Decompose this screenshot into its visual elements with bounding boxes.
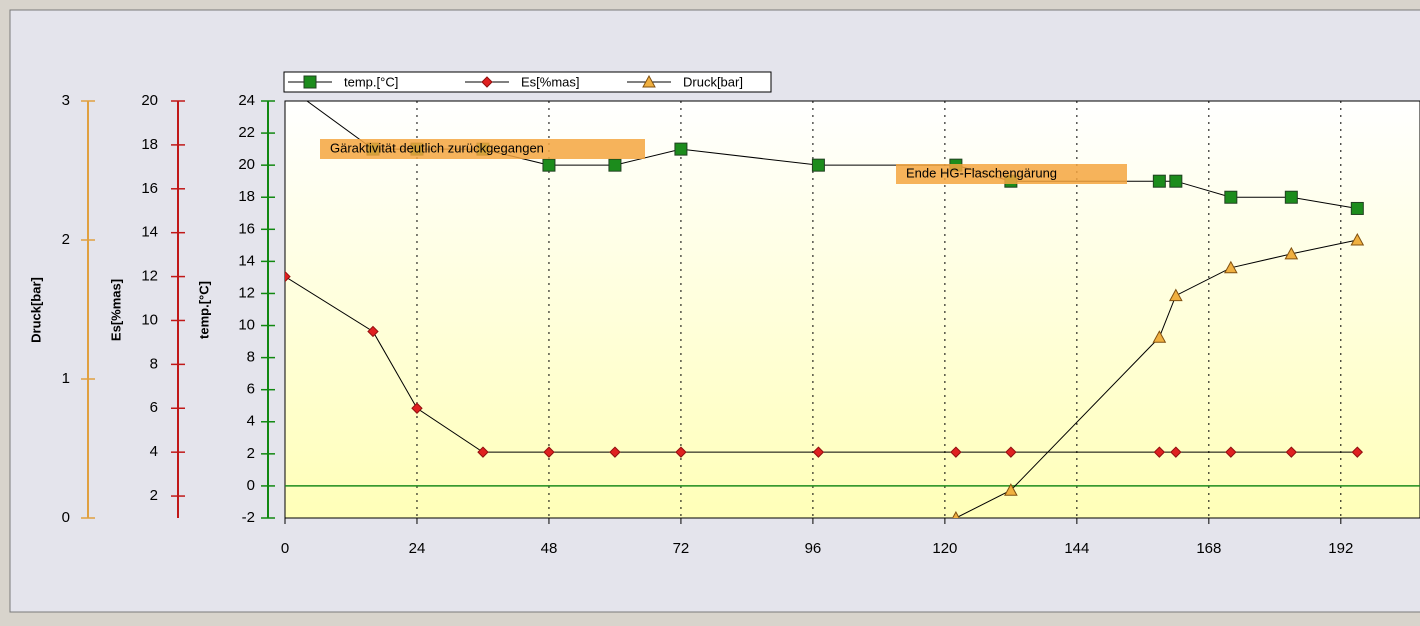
marker — [1169, 174, 1183, 188]
y-tick-label: 20 — [238, 156, 255, 173]
y-axis-title: temp.[°C] — [196, 281, 211, 339]
legend-label: Es[%mas] — [521, 74, 580, 89]
x-tick-label: 72 — [673, 540, 690, 557]
marker — [950, 446, 962, 458]
y-tick-label: 1 — [62, 370, 70, 387]
y-tick-label: 8 — [150, 355, 158, 372]
marker — [1225, 446, 1237, 458]
x-tick-label: 192 — [1328, 540, 1353, 557]
marker — [1169, 288, 1183, 302]
marker — [811, 158, 825, 172]
y-tick-label: 16 — [141, 180, 158, 197]
annotation-box — [896, 164, 1127, 184]
legend-marker — [481, 76, 493, 88]
y-tick-label: 4 — [247, 413, 255, 430]
marker — [1224, 190, 1238, 204]
legend-marker — [642, 74, 656, 88]
marker — [608, 158, 622, 172]
annotation: Ende HG-Flaschengärung — [906, 165, 1057, 180]
marker — [609, 446, 621, 458]
y-tick-label: 14 — [141, 224, 158, 241]
marker — [477, 446, 489, 458]
marker — [411, 402, 423, 414]
legend-label: temp.[°C] — [344, 74, 398, 89]
x-tick-label: 48 — [541, 540, 558, 557]
y-tick-label: 3 — [62, 92, 70, 109]
annotation: Gäraktivität deutlich zurückgegangen — [330, 140, 544, 155]
marker — [812, 446, 825, 458]
plot-area — [284, 100, 1420, 519]
y-tick-label: 0 — [62, 509, 70, 526]
y-tick-label: 16 — [238, 220, 255, 237]
y-tick-label: 10 — [141, 311, 158, 328]
marker — [1152, 330, 1167, 343]
legend-marker — [303, 75, 317, 89]
marker — [1153, 446, 1166, 458]
marker — [1004, 483, 1018, 496]
y-tick-label: 18 — [141, 136, 158, 153]
marker — [952, 510, 960, 518]
y-tick-label: -2 — [242, 509, 255, 526]
marker — [1285, 446, 1298, 458]
x-tick-label: 120 — [932, 540, 957, 557]
y-tick-label: 12 — [141, 268, 158, 285]
y-tick-label: 6 — [150, 399, 158, 416]
y-tick-label: 8 — [247, 349, 255, 366]
marker — [1350, 232, 1365, 246]
x-tick-label: 168 — [1196, 540, 1221, 557]
y-tick-label: 0 — [247, 477, 255, 494]
marker — [1284, 246, 1299, 260]
y-tick-label: 22 — [238, 124, 255, 141]
annotation-box — [320, 139, 645, 159]
x-tick-label: 0 — [281, 540, 289, 557]
y-tick-label: 12 — [238, 284, 255, 301]
y-axis-title: Druck[bar] — [28, 277, 43, 343]
marker — [1152, 174, 1166, 188]
y-tick-label: 24 — [238, 92, 255, 109]
marker — [543, 446, 555, 458]
y-tick-label: 14 — [238, 252, 255, 269]
marker — [367, 325, 379, 338]
marker — [1005, 446, 1017, 458]
y-tick-label: 20 — [141, 92, 158, 109]
marker — [1284, 190, 1298, 204]
marker — [675, 446, 687, 458]
marker — [674, 142, 688, 156]
y-tick-label: 18 — [238, 188, 255, 205]
y-tick-label: 2 — [150, 487, 158, 504]
marker — [285, 270, 291, 283]
marker — [542, 158, 556, 172]
y-tick-label: 4 — [150, 443, 158, 460]
legend-label: Druck[bar] — [683, 74, 743, 89]
x-tick-label: 24 — [409, 540, 426, 557]
y-tick-label: 2 — [62, 231, 70, 248]
marker — [1170, 446, 1182, 458]
marker — [1223, 260, 1238, 274]
y-tick-label: 2 — [247, 445, 255, 462]
marker — [1350, 201, 1364, 215]
y-axis-title: Es[%mas] — [108, 279, 123, 341]
y-tick-label: 10 — [238, 317, 255, 334]
y-tick-label: 6 — [247, 381, 255, 398]
marker — [1351, 446, 1364, 458]
x-tick-label: 96 — [805, 540, 822, 557]
x-tick-label: 144 — [1064, 540, 1089, 557]
